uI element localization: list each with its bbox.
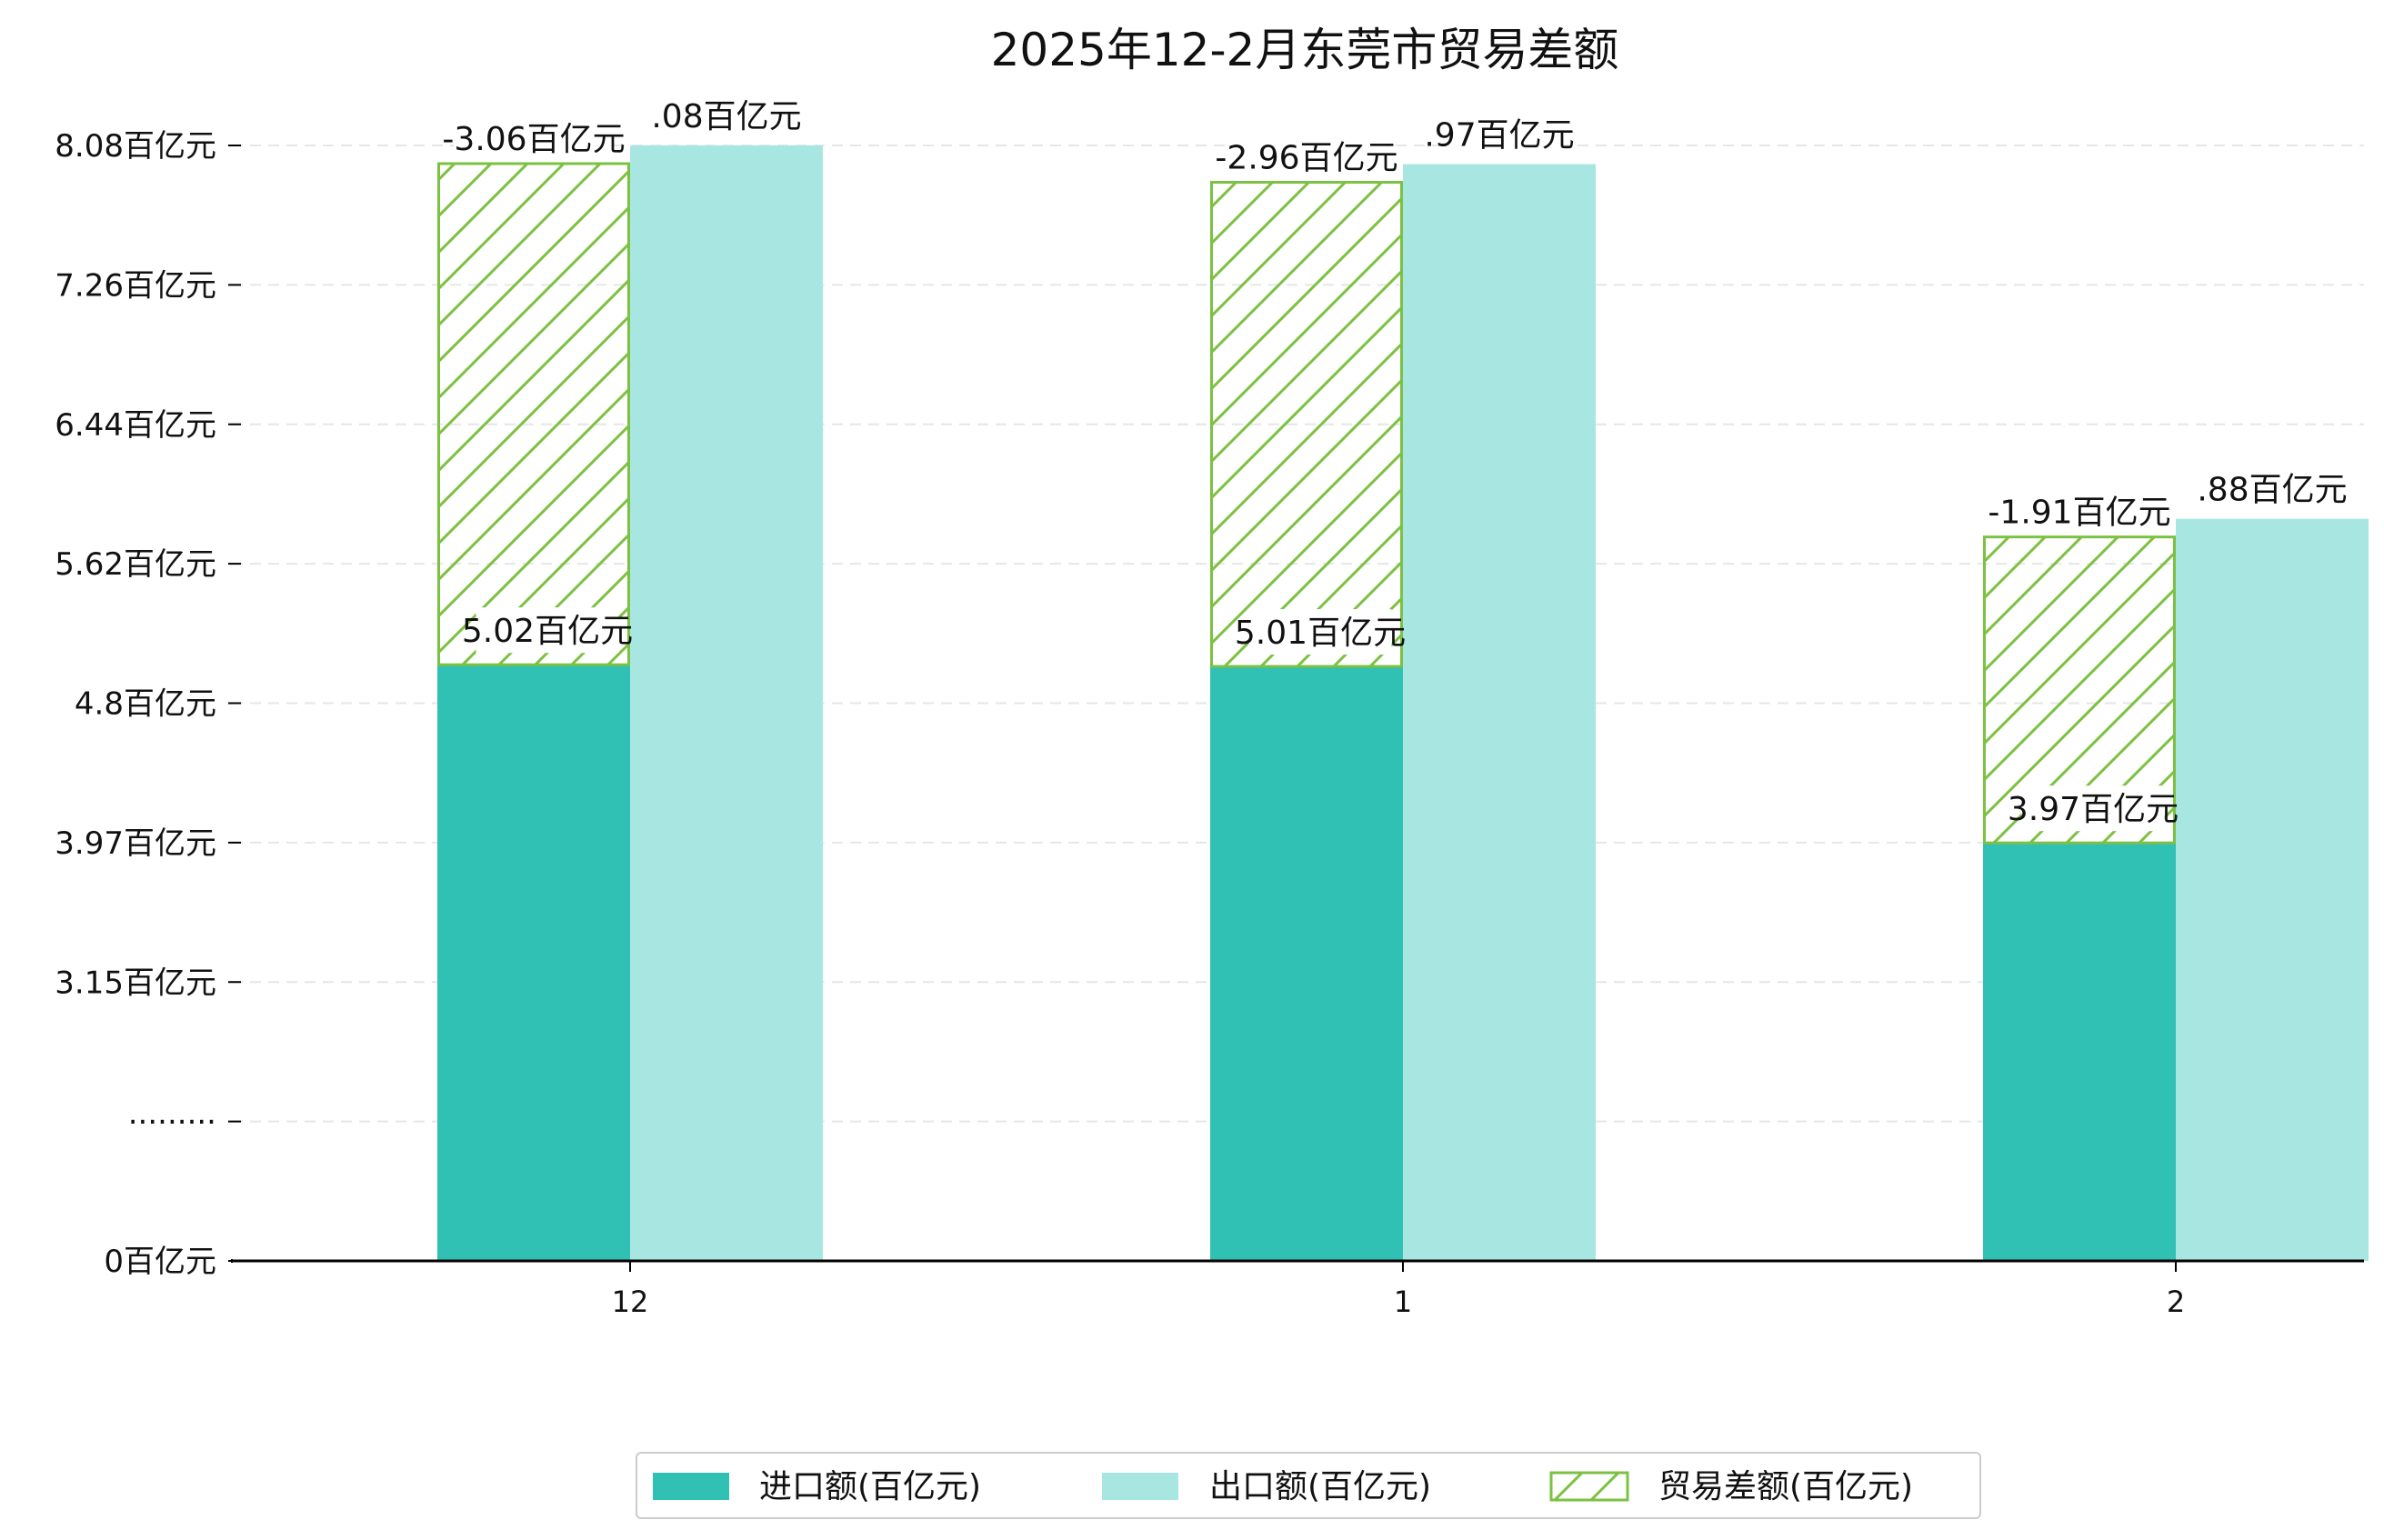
legend-frame [636,1452,1981,1519]
export-value-label: .88百亿元 [2197,472,2347,509]
export-value-label-bg [664,93,789,138]
data-labels: 5.02百亿元 .08百亿元 -3.06百亿元 5.01百亿元 .97百亿元 -2.96百… [442,93,2348,832]
balance-bar [437,162,630,666]
balance-value-label: -3.06百亿元 [442,121,625,158]
import-value-label: 5.02百亿元 [462,613,633,650]
x-tick-label: 2 [2167,1285,2185,1319]
legend: 进口额(百亿元) 出口额(百亿元) 贸易差额(百亿元) [636,1452,1981,1519]
export-bar [2176,518,2369,1261]
y-tick-label: 3.97百亿元 [55,825,216,862]
legend-label-balance: 贸易差额(百亿元) [1658,1468,1913,1505]
y-tick-label: 5.62百亿元 [55,546,216,583]
legend-swatch-balance [1549,1471,1629,1502]
y-tick-label: 6.44百亿元 [55,407,216,444]
balance-value-label: -1.91百亿元 [1988,495,2170,532]
import-value-label-bg [476,607,619,654]
legend-label-export: 出口额(百亿元) [1209,1468,1431,1505]
export-value-label-bg [2209,465,2335,512]
y-tick-label: 8.08百亿元 [55,128,216,165]
chart-title: 2025年12-2月东莞市贸易差额 [991,24,1619,76]
import-value-label: 5.01百亿元 [1235,615,1406,652]
x-axis: 12 1 2 [231,1259,2364,1319]
x-tick-label: 1 [1394,1285,1412,1319]
import-value-label-bg [1248,609,1392,655]
export-bar [630,145,823,1261]
x-tick-label: 12 [612,1285,649,1319]
y-tick-label: 3.15百亿元 [55,965,216,1001]
balance-value-label: -2.96百亿元 [1215,140,1397,177]
export-bar [1403,164,1596,1261]
bars [437,145,2369,1261]
export-value-label-bg [1437,111,1562,157]
balance-bar [1210,181,1403,668]
y-axis: 0百亿元 ········· 3.15百亿元 3.97百亿元 4.8百亿元 5.62百亿元… [55,128,241,1280]
balance-value-label-bg [1999,488,2159,535]
legend-swatch-import [653,1473,729,1500]
y-tick-label: ········· [128,1105,216,1141]
legend-label-import: 进口额(百亿元) [759,1468,981,1505]
y-tick-label: 7.26百亿元 [55,267,216,304]
import-bar [1983,843,2176,1261]
import-value-label: 3.97百亿元 [2008,791,2179,828]
import-bar [1210,666,1403,1261]
y-tick-label: 0百亿元 [104,1244,216,1280]
import-value-label-bg [2021,785,2165,832]
import-bar [437,665,630,1261]
balance-value-label-bg [454,115,614,161]
y-tick-label: 4.8百亿元 [75,686,216,723]
export-value-label: .97百亿元 [1424,117,1574,155]
legend-swatch-export [1102,1473,1178,1500]
export-value-label: .08百亿元 [651,98,801,135]
balance-value-label-bg [1227,134,1387,180]
